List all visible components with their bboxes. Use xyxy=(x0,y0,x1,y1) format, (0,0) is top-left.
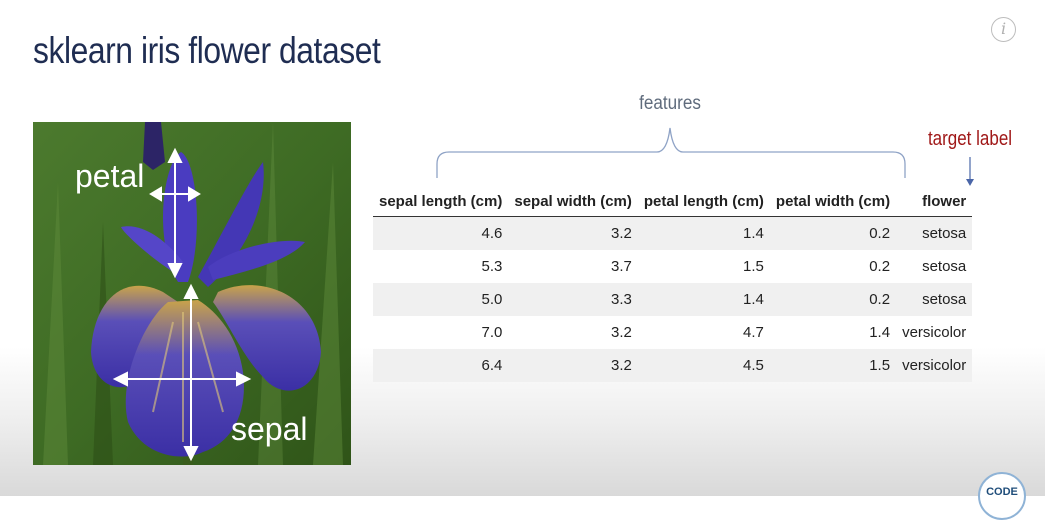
cell-sepal-width: 3.7 xyxy=(611,258,632,275)
iris-data-table: sepal length (cm) sepal width (cm) petal… xyxy=(373,186,973,382)
header-flower: flower xyxy=(896,186,973,217)
slide-title: sklearn iris flower dataset xyxy=(33,30,381,71)
cell-petal-length: 1.4 xyxy=(637,283,770,316)
cell-petal-length: 1.5 xyxy=(743,258,764,275)
header-sepal-width: sepal width (cm) xyxy=(508,186,638,217)
cell-flower: versicolor xyxy=(902,324,967,341)
target-arrow-icon xyxy=(966,157,974,186)
cell-petal-length: 4.7 xyxy=(743,324,764,341)
iris-photo: petal sepal xyxy=(33,122,351,465)
info-icon[interactable]: i xyxy=(991,17,1016,42)
header-sepal-length: sepal length (cm) xyxy=(373,186,509,217)
cell-sepal-length: 7.0 xyxy=(481,324,503,341)
features-label: features xyxy=(639,93,701,114)
header-petal-width: petal width (cm) xyxy=(769,186,897,217)
cell-petal-width: 1.5 xyxy=(769,349,897,382)
cell-petal-width: 0.2 xyxy=(769,283,897,316)
cell-petal-length: 1.4 xyxy=(637,216,770,250)
code-logo: CODE xyxy=(978,472,1026,520)
cell-sepal-length: 5.3 xyxy=(481,258,503,275)
cell-sepal-width: 3.2 xyxy=(508,216,638,250)
table-row: 5.0 3.3 1.4 0.2 setosa xyxy=(373,283,973,316)
cell-petal-width: 0.2 xyxy=(869,258,891,275)
sepal-label: sepal xyxy=(231,411,308,447)
cell-flower: setosa xyxy=(896,283,973,316)
cell-sepal-width: 3.3 xyxy=(508,283,638,316)
features-brace xyxy=(436,127,906,178)
cell-flower: versicolor xyxy=(896,349,973,382)
header-petal-length: petal length (cm) xyxy=(637,186,770,217)
cell-flower: setosa xyxy=(896,216,973,250)
target-label: target label xyxy=(927,128,1013,150)
cell-sepal-length: 4.6 xyxy=(373,216,509,250)
table-row: 5.3 3.7 1.5 0.2 setosa xyxy=(373,250,972,283)
table-row: 7.0 3.2 4.7 1.4 versicolor xyxy=(373,316,972,349)
cell-sepal-width: 3.2 xyxy=(508,349,638,382)
cell-petal-width: 1.4 xyxy=(869,324,891,341)
table-row: 6.4 3.2 4.5 1.5 versicolor xyxy=(373,349,973,382)
cell-flower: setosa xyxy=(922,258,967,275)
cell-petal-length: 4.5 xyxy=(637,349,770,382)
cell-sepal-length: 5.0 xyxy=(373,283,509,316)
petal-label: petal xyxy=(75,158,145,194)
table-header-row: sepal length (cm) sepal width (cm) petal… xyxy=(373,186,973,217)
cell-petal-width: 0.2 xyxy=(769,216,897,250)
cell-sepal-length: 6.4 xyxy=(373,349,509,382)
table-row: 4.6 3.2 1.4 0.2 setosa xyxy=(373,216,973,250)
cell-sepal-width: 3.2 xyxy=(611,324,632,341)
